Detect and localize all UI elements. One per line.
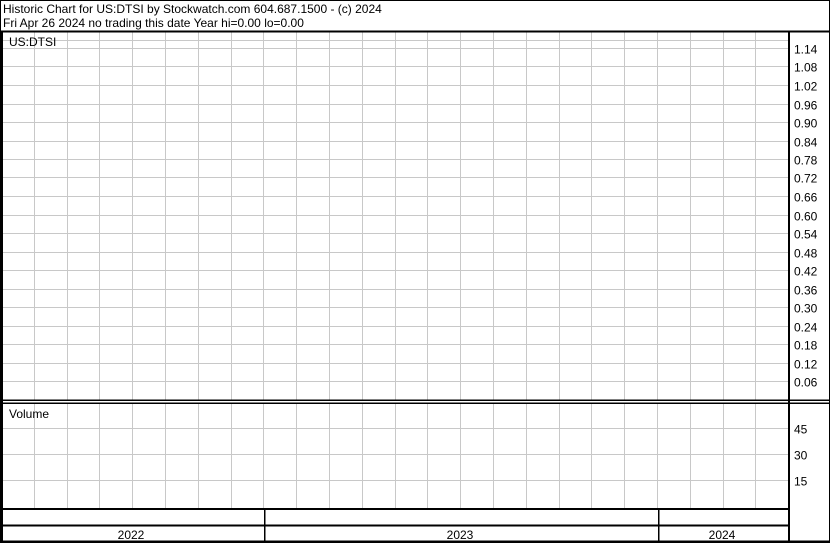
- price-tick-label: 1.14: [794, 43, 818, 57]
- chart-header-title: Historic Chart for US:DTSI by Stockwatch…: [3, 2, 382, 16]
- volume-tick-label: 30: [794, 449, 808, 463]
- grid-lines: [3, 32, 788, 508]
- price-tick-label: 0.48: [794, 247, 818, 261]
- price-tick-label: 0.30: [794, 302, 818, 316]
- price-tick-label: 0.54: [794, 228, 818, 242]
- price-tick-label: 0.18: [794, 339, 818, 353]
- price-tick-label: 0.66: [794, 191, 818, 205]
- price-tick-label: 0.36: [794, 284, 818, 298]
- price-tick-label: 0.60: [794, 210, 818, 224]
- price-tick-label: 1.02: [794, 80, 818, 94]
- price-axis: 1.14 1.08 1.02 0.96 0.90 0.84 0.78 0.72 0.66 0.60…: [794, 43, 818, 390]
- year-label: 2024: [709, 528, 736, 542]
- year-axis: 2022 2023 2024: [118, 528, 736, 542]
- year-label: 2023: [447, 528, 474, 542]
- chart-header-subtitle: Fri Apr 26 2024 no trading this date Yea…: [3, 16, 304, 30]
- panel-frames: [1, 30, 829, 543]
- price-panel-title: US:DTSI: [9, 35, 56, 49]
- price-tick-label: 0.96: [794, 99, 818, 113]
- volume-panel-title: Volume: [9, 407, 49, 421]
- price-tick-label: 0.06: [794, 376, 818, 390]
- price-tick-label: 0.78: [794, 154, 818, 168]
- price-tick-label: 0.42: [794, 265, 818, 279]
- price-tick-label: 0.12: [794, 358, 818, 372]
- volume-tick-label: 15: [794, 475, 808, 489]
- volume-axis: 45 30 15: [794, 423, 808, 489]
- price-tick-label: 1.08: [794, 61, 818, 75]
- price-tick-label: 0.24: [794, 321, 818, 335]
- price-tick-label: 0.84: [794, 136, 818, 150]
- year-label: 2022: [118, 528, 145, 542]
- price-tick-label: 0.90: [794, 117, 818, 131]
- volume-tick-label: 45: [794, 423, 808, 437]
- price-tick-label: 0.72: [794, 172, 818, 186]
